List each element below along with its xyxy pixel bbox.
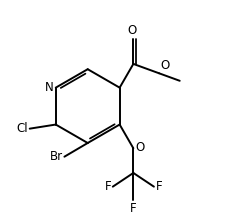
- Text: F: F: [104, 180, 111, 193]
- Text: F: F: [155, 180, 162, 193]
- Text: O: O: [160, 59, 169, 72]
- Text: Br: Br: [49, 150, 63, 163]
- Text: O: O: [135, 141, 144, 154]
- Text: N: N: [44, 81, 53, 94]
- Text: O: O: [127, 24, 136, 37]
- Text: Cl: Cl: [16, 122, 28, 135]
- Text: F: F: [129, 203, 136, 215]
